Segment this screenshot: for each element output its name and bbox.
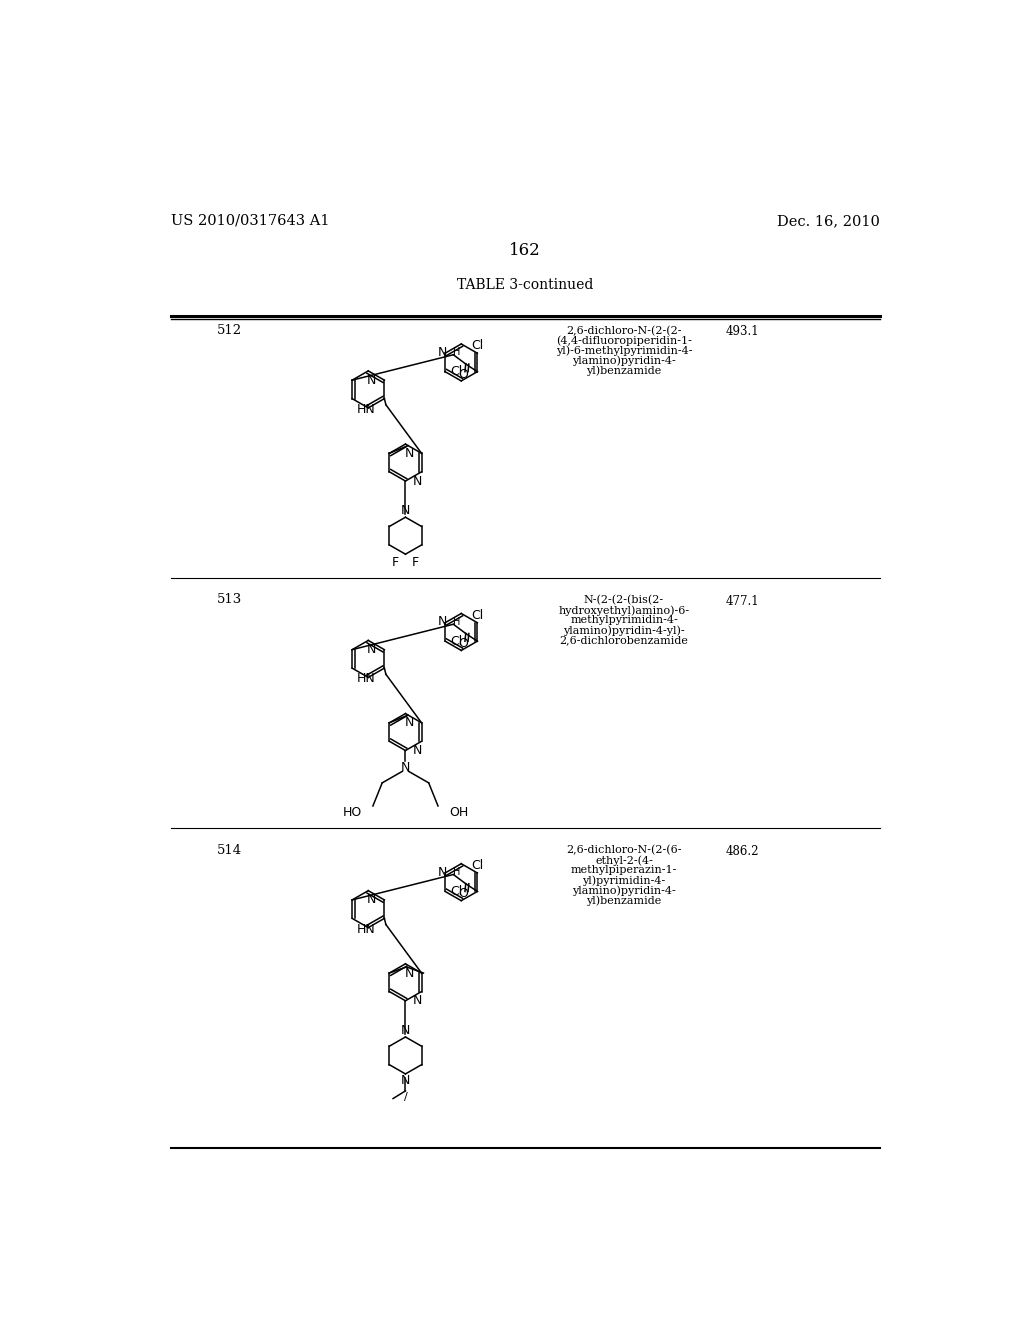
Text: N: N xyxy=(400,504,411,517)
Text: hydroxyethyl)amino)-6-: hydroxyethyl)amino)-6- xyxy=(558,605,689,615)
Text: yl)benzamide: yl)benzamide xyxy=(587,895,662,906)
Text: N: N xyxy=(404,446,414,459)
Text: HN: HN xyxy=(356,403,375,416)
Text: yl)-6-methylpyrimidin-4-: yl)-6-methylpyrimidin-4- xyxy=(556,346,692,356)
Text: O: O xyxy=(459,367,468,380)
Text: 513: 513 xyxy=(217,594,243,606)
Text: Cl: Cl xyxy=(471,609,483,622)
Text: F: F xyxy=(412,556,419,569)
Text: yl)benzamide: yl)benzamide xyxy=(587,366,662,376)
Text: N: N xyxy=(414,744,423,758)
Text: N: N xyxy=(437,346,447,359)
Text: (4,4-difluoropiperidin-1-: (4,4-difluoropiperidin-1- xyxy=(556,335,692,346)
Text: N: N xyxy=(367,894,376,907)
Text: OH: OH xyxy=(449,805,468,818)
Text: methylpiperazin-1-: methylpiperazin-1- xyxy=(570,866,677,875)
Text: ethyl-2-(4-: ethyl-2-(4- xyxy=(595,855,653,866)
Text: /: / xyxy=(403,1092,408,1102)
Text: 493.1: 493.1 xyxy=(726,326,760,338)
Text: N-(2-(2-(bis(2-: N-(2-(2-(bis(2- xyxy=(584,595,664,606)
Text: ylamino)pyridin-4-: ylamino)pyridin-4- xyxy=(572,886,676,896)
Text: Cl: Cl xyxy=(450,884,462,898)
Text: HN: HN xyxy=(356,923,375,936)
Text: US 2010/0317643 A1: US 2010/0317643 A1 xyxy=(171,214,329,228)
Text: ylamino)pyridin-4-: ylamino)pyridin-4- xyxy=(572,355,676,366)
Text: 514: 514 xyxy=(217,843,243,857)
Text: H: H xyxy=(453,867,460,878)
Text: yl)pyrimidin-4-: yl)pyrimidin-4- xyxy=(583,875,666,886)
Text: N: N xyxy=(437,615,447,628)
Text: 2,6-dichlorobenzamide: 2,6-dichlorobenzamide xyxy=(559,635,688,645)
Text: Cl: Cl xyxy=(471,339,483,352)
Text: N: N xyxy=(400,760,411,774)
Text: 2,6-dichloro-N-(2-(2-: 2,6-dichloro-N-(2-(2- xyxy=(566,326,682,335)
Text: Cl: Cl xyxy=(450,635,462,648)
Text: N: N xyxy=(414,994,423,1007)
Text: N: N xyxy=(400,1023,411,1036)
Text: methylpyrimidin-4-: methylpyrimidin-4- xyxy=(570,615,678,624)
Text: N: N xyxy=(400,1074,411,1088)
Text: F: F xyxy=(392,556,399,569)
Text: 162: 162 xyxy=(509,242,541,259)
Text: 486.2: 486.2 xyxy=(726,845,760,858)
Text: N: N xyxy=(367,374,376,387)
Text: 512: 512 xyxy=(217,323,243,337)
Text: H: H xyxy=(453,347,460,358)
Text: HO: HO xyxy=(343,805,362,818)
Text: O: O xyxy=(459,638,468,649)
Text: N: N xyxy=(404,966,414,979)
Text: H: H xyxy=(453,616,460,627)
Text: N: N xyxy=(414,474,423,487)
Text: N: N xyxy=(437,866,447,879)
Text: 2,6-dichloro-N-(2-(6-: 2,6-dichloro-N-(2-(6- xyxy=(566,845,682,855)
Text: TABLE 3-continued: TABLE 3-continued xyxy=(457,277,593,292)
Text: Cl: Cl xyxy=(471,859,483,871)
Text: Dec. 16, 2010: Dec. 16, 2010 xyxy=(777,214,880,228)
Text: O: O xyxy=(459,887,468,900)
Text: N: N xyxy=(367,643,376,656)
Text: HN: HN xyxy=(356,672,375,685)
Text: Cl: Cl xyxy=(450,366,462,379)
Text: ylamino)pyridin-4-yl)-: ylamino)pyridin-4-yl)- xyxy=(563,626,685,636)
Text: 477.1: 477.1 xyxy=(726,595,760,609)
Text: N: N xyxy=(404,717,414,730)
